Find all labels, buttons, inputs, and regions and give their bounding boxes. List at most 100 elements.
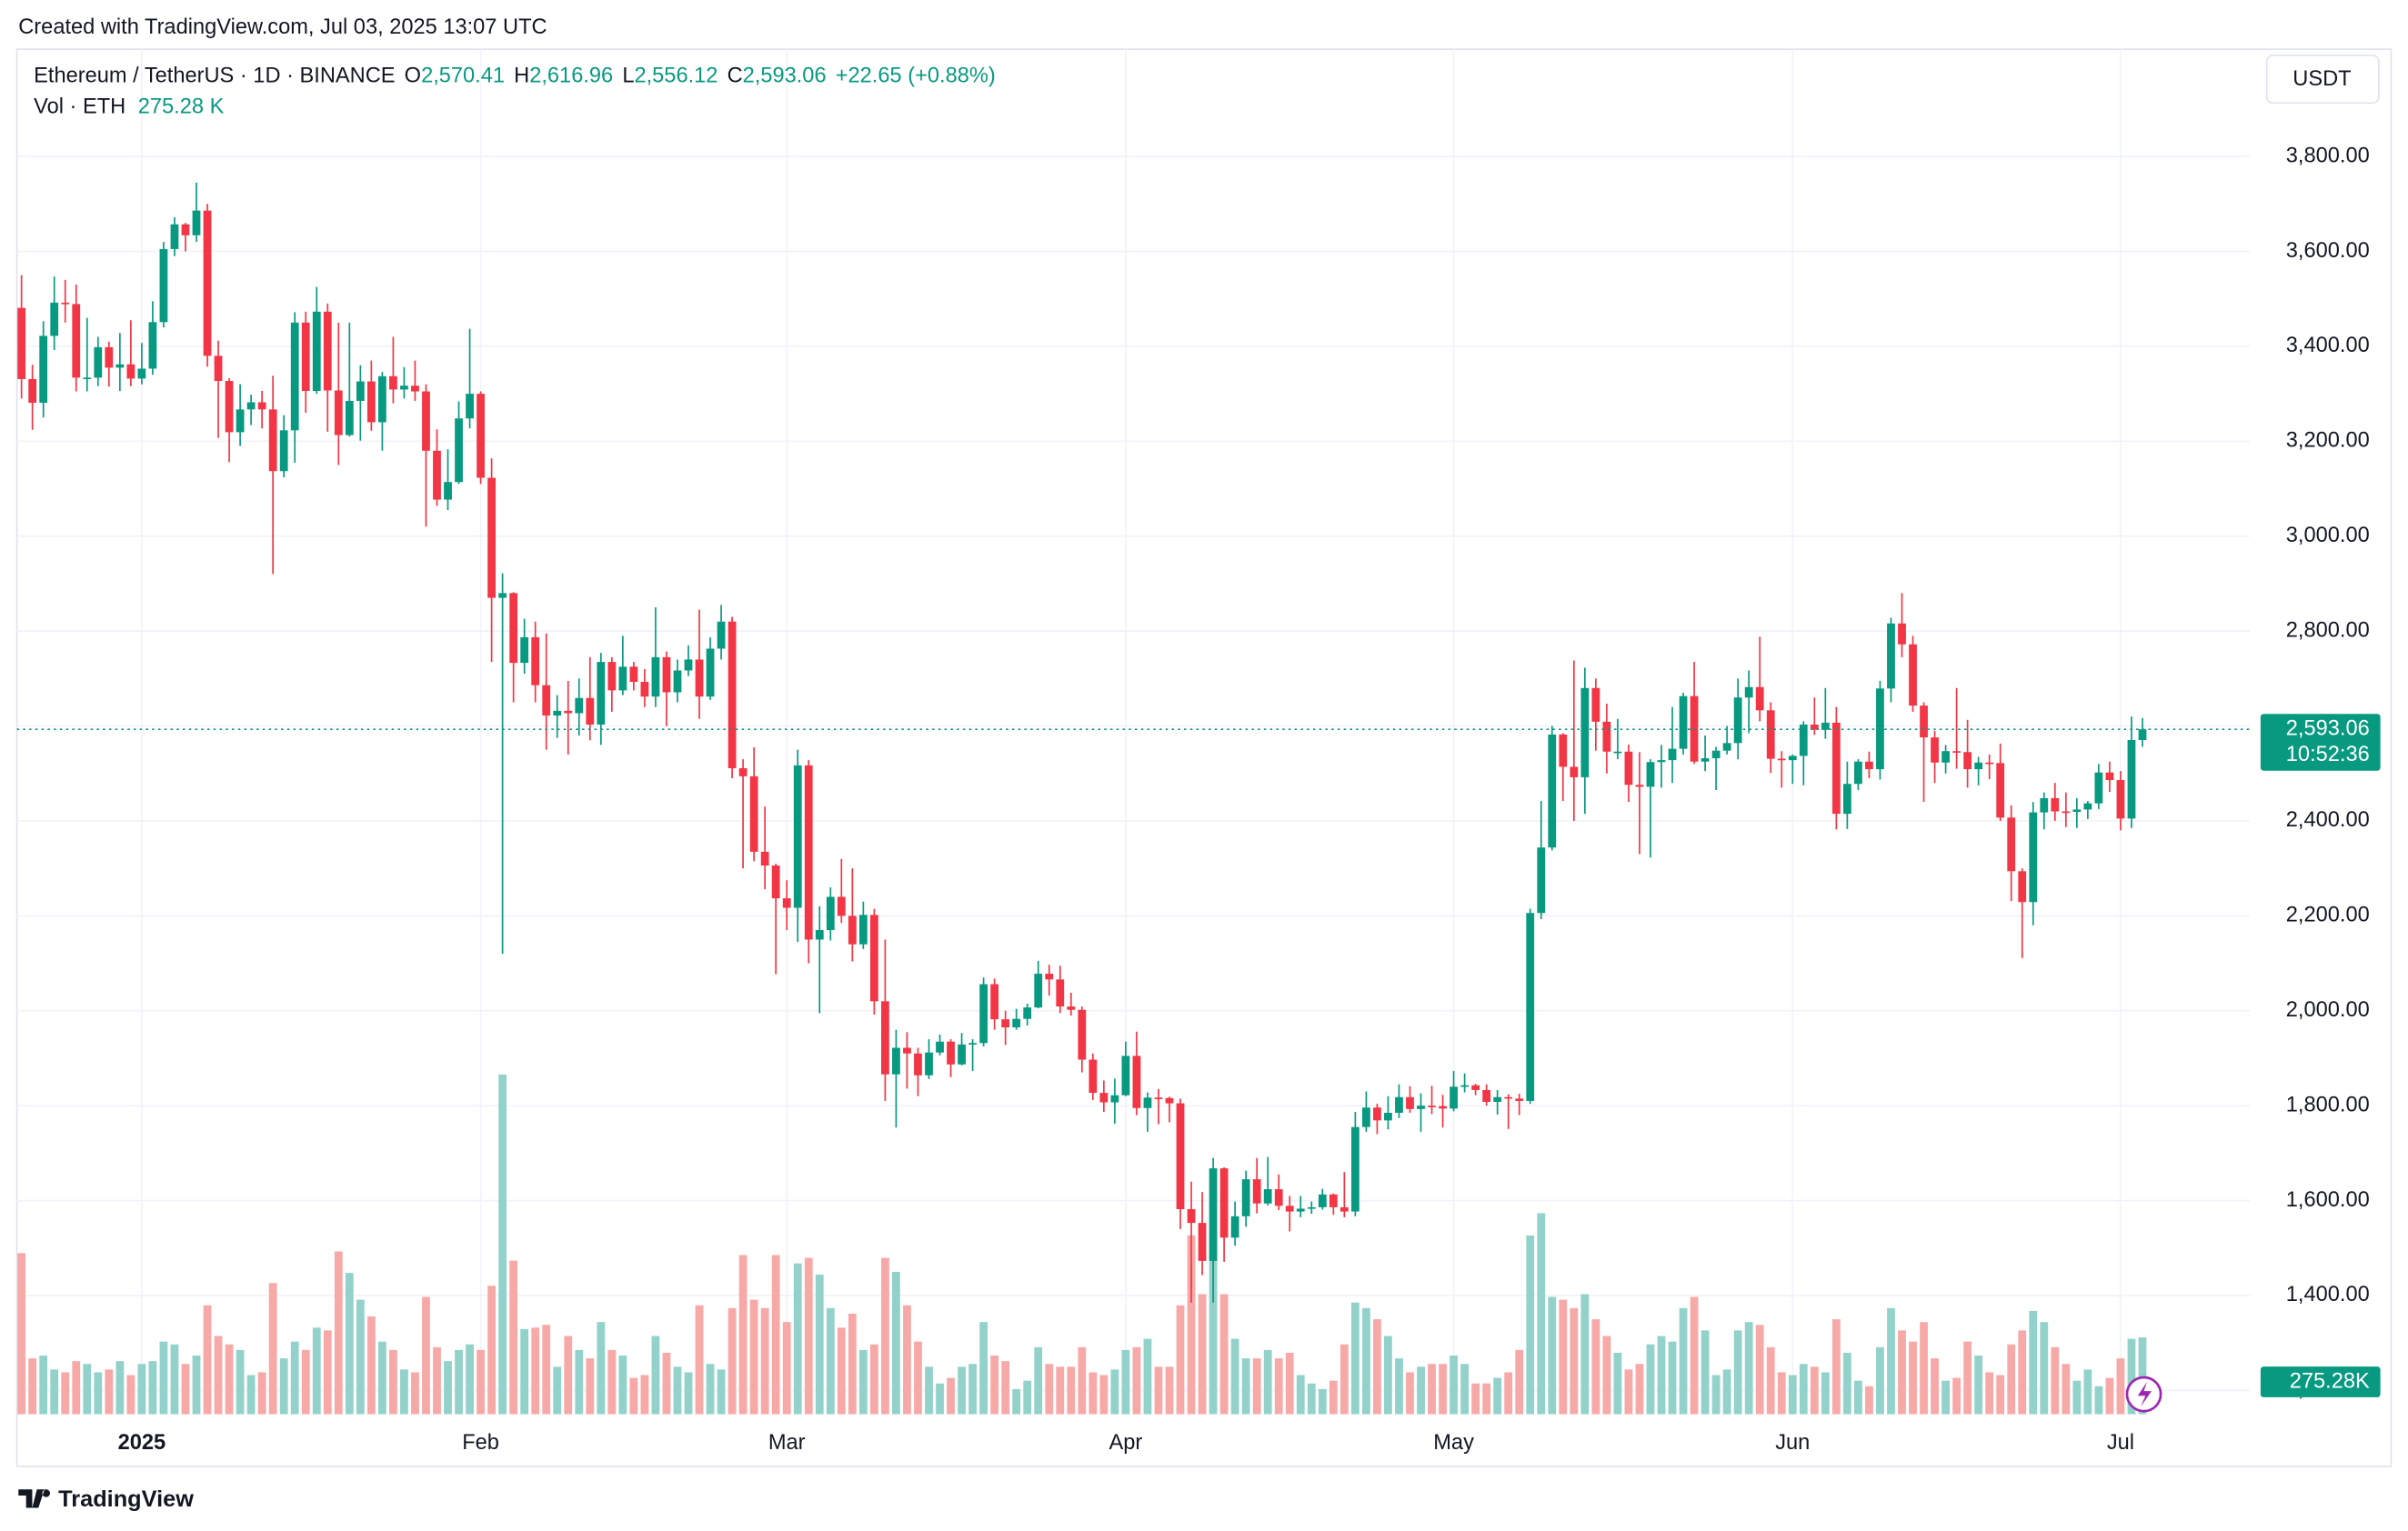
candle-body: [1777, 758, 1786, 761]
volume-bar: [1701, 1330, 1710, 1415]
candle-body: [2116, 780, 2125, 819]
volume-bar: [301, 1349, 310, 1415]
candle-body: [771, 866, 780, 899]
volume-bar: [1089, 1372, 1098, 1415]
candle-body: [1580, 687, 1590, 777]
candle-body: [1931, 737, 1939, 763]
volume-bar: [947, 1377, 955, 1415]
volume-bar: [1887, 1307, 1895, 1415]
volume-bar: [411, 1372, 419, 1415]
candle-body: [477, 394, 485, 478]
currency-box[interactable]: [2265, 55, 2380, 105]
volume-bar: [1230, 1338, 1239, 1415]
candle-body: [214, 355, 223, 382]
volume-bar: [1548, 1296, 1557, 1415]
candle-body: [422, 391, 430, 451]
chart-frame: [15, 48, 2393, 1467]
candle-body: [640, 682, 649, 697]
candle-body: [83, 377, 92, 380]
candle-body: [979, 984, 988, 1044]
volume-bar: [2094, 1386, 2103, 1415]
volume-bar: [1624, 1369, 1633, 1415]
volume-bar: [257, 1372, 266, 1415]
candle-body: [1099, 1093, 1109, 1103]
volume-bar: [455, 1349, 463, 1415]
volume-bar: [925, 1366, 933, 1415]
volume-bar: [575, 1349, 584, 1415]
volume-bar: [105, 1369, 114, 1415]
legend-item: 2,593.06: [743, 65, 827, 88]
candle-body: [279, 430, 288, 472]
volume-bar: [1865, 1386, 1873, 1415]
candle-body: [1985, 762, 1994, 765]
volume-bar: [236, 1349, 245, 1415]
candle-body: [1537, 847, 1546, 914]
volume-bar: [1274, 1358, 1283, 1415]
volume-bar: [1602, 1336, 1611, 1415]
candle-body: [1285, 1206, 1294, 1212]
volume-bar: [1788, 1375, 1797, 1415]
volume-bar: [312, 1327, 321, 1415]
candle-body: [301, 322, 310, 391]
volume-bar: [771, 1255, 780, 1415]
candle-body: [137, 368, 146, 379]
y-tick-label: 3,400.00: [2286, 334, 2370, 357]
candle-body: [793, 765, 802, 908]
y-tick-label: 3,000.00: [2286, 524, 2370, 547]
volume-bar: [586, 1358, 595, 1415]
candle-body: [1078, 1009, 1087, 1060]
candle-body: [1996, 763, 2005, 818]
brand-logo: [18, 1489, 50, 1508]
y-tick-label: 1,800.00: [2286, 1093, 2370, 1116]
volume-bar: [323, 1330, 332, 1415]
candle-body: [2018, 871, 2027, 903]
y-tick-label: 2,800.00: [2286, 618, 2370, 642]
volume-bar: [848, 1313, 857, 1415]
volume-bar: [760, 1307, 769, 1415]
candle-body: [268, 409, 277, 472]
volume-bar: [170, 1344, 179, 1415]
volume-bar: [225, 1344, 234, 1415]
volume-bar: [1711, 1375, 1721, 1415]
legend-item: C: [727, 65, 743, 88]
candle-body: [2051, 797, 2060, 812]
candle-body: [1307, 1206, 1316, 1209]
volume-bar: [968, 1364, 977, 1415]
candle-body: [411, 385, 419, 392]
volume-bar: [958, 1366, 966, 1415]
volume-bar: [148, 1361, 157, 1415]
candle-body: [892, 1047, 900, 1075]
candle-body: [444, 482, 452, 500]
volume-bar: [1329, 1380, 1338, 1415]
candle-body: [1515, 1098, 1524, 1101]
volume-badge-label: 275.28K: [2290, 1369, 2370, 1393]
candle-body: [837, 896, 846, 916]
volume-bar: [1439, 1364, 1447, 1415]
candle-body: [1722, 743, 1731, 751]
candle-body: [1909, 644, 1917, 706]
volume-bar: [1110, 1369, 1119, 1415]
volume-bar: [837, 1327, 846, 1415]
candle-body: [760, 851, 769, 866]
legend-item: H: [514, 65, 529, 88]
brand: TradingView: [58, 1486, 194, 1512]
volume-bar: [2083, 1369, 2092, 1415]
volume-bar: [1974, 1356, 1983, 1415]
candle-body: [345, 400, 354, 435]
volume-bar: [466, 1344, 474, 1415]
candle-body: [225, 381, 234, 433]
volume-bar: [564, 1336, 573, 1415]
volume-bar: [1384, 1336, 1392, 1415]
volume-bar: [1515, 1349, 1524, 1415]
candle-body: [858, 915, 868, 945]
candle-body: [925, 1052, 933, 1076]
volume-bar: [279, 1358, 288, 1415]
volume-bar: [1285, 1352, 1294, 1415]
candle-body: [105, 346, 114, 368]
candle-body: [1570, 766, 1579, 777]
candle-layer: [17, 182, 2147, 1303]
candle-body: [1329, 1194, 1338, 1207]
volume-bar: [1963, 1341, 1972, 1415]
